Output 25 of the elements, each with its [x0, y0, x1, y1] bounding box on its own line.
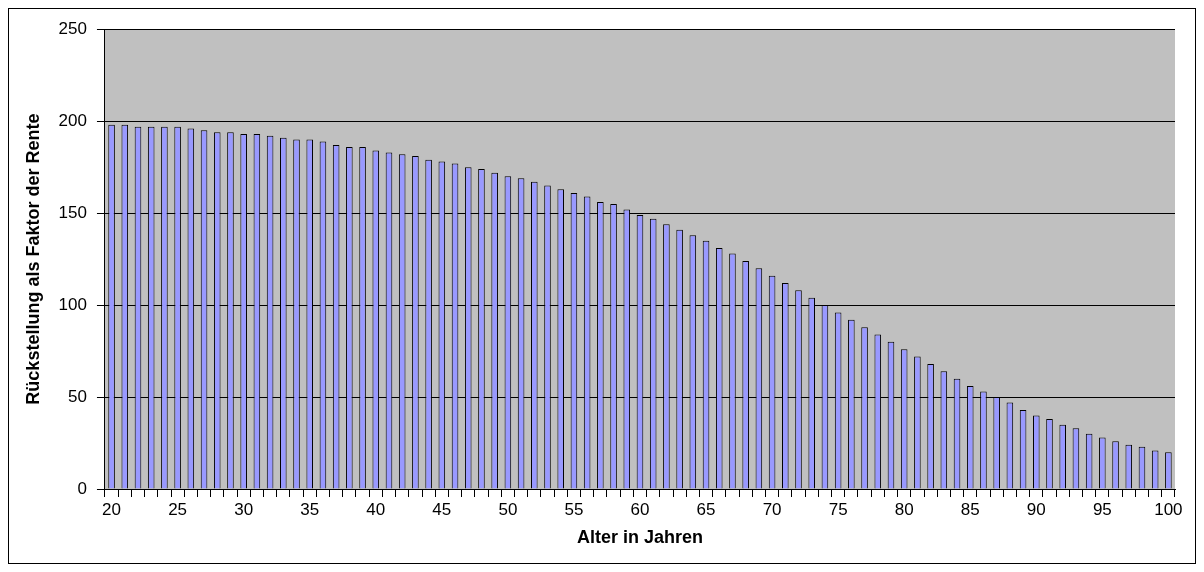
x-tick-label: 95	[1092, 499, 1112, 519]
y-tick-label: 250	[58, 18, 87, 38]
x-tick-label: 65	[696, 499, 716, 519]
x-tick-label: 40	[366, 499, 386, 519]
x-tick-label: 100	[1154, 499, 1183, 519]
x-tick-label: 60	[630, 499, 650, 519]
y-tick-label: 100	[58, 294, 87, 314]
y-tick-label: 150	[58, 202, 87, 222]
x-tick-label: 70	[762, 499, 782, 519]
x-tick-label: 35	[300, 499, 320, 519]
y-axis-title: Rückstellung als Faktor der Rente	[22, 113, 43, 405]
x-tick-label: 50	[498, 499, 518, 519]
x-tick-label: 85	[960, 499, 980, 519]
x-tick-label: 80	[894, 499, 914, 519]
x-tick-label: 55	[564, 499, 584, 519]
x-tick-label: 75	[828, 499, 848, 519]
x-tick-label: 90	[1026, 499, 1046, 519]
x-tick-label: 25	[168, 499, 188, 519]
y-tick-label: 200	[58, 110, 87, 130]
x-axis-title: Alter in Jahren	[576, 527, 704, 548]
x-tick-label: 45	[432, 499, 452, 519]
y-tick-label: 0	[77, 478, 87, 498]
y-tick-label: 50	[68, 386, 87, 406]
x-tick-label: 30	[234, 499, 254, 519]
x-tick-label: 20	[102, 499, 122, 519]
